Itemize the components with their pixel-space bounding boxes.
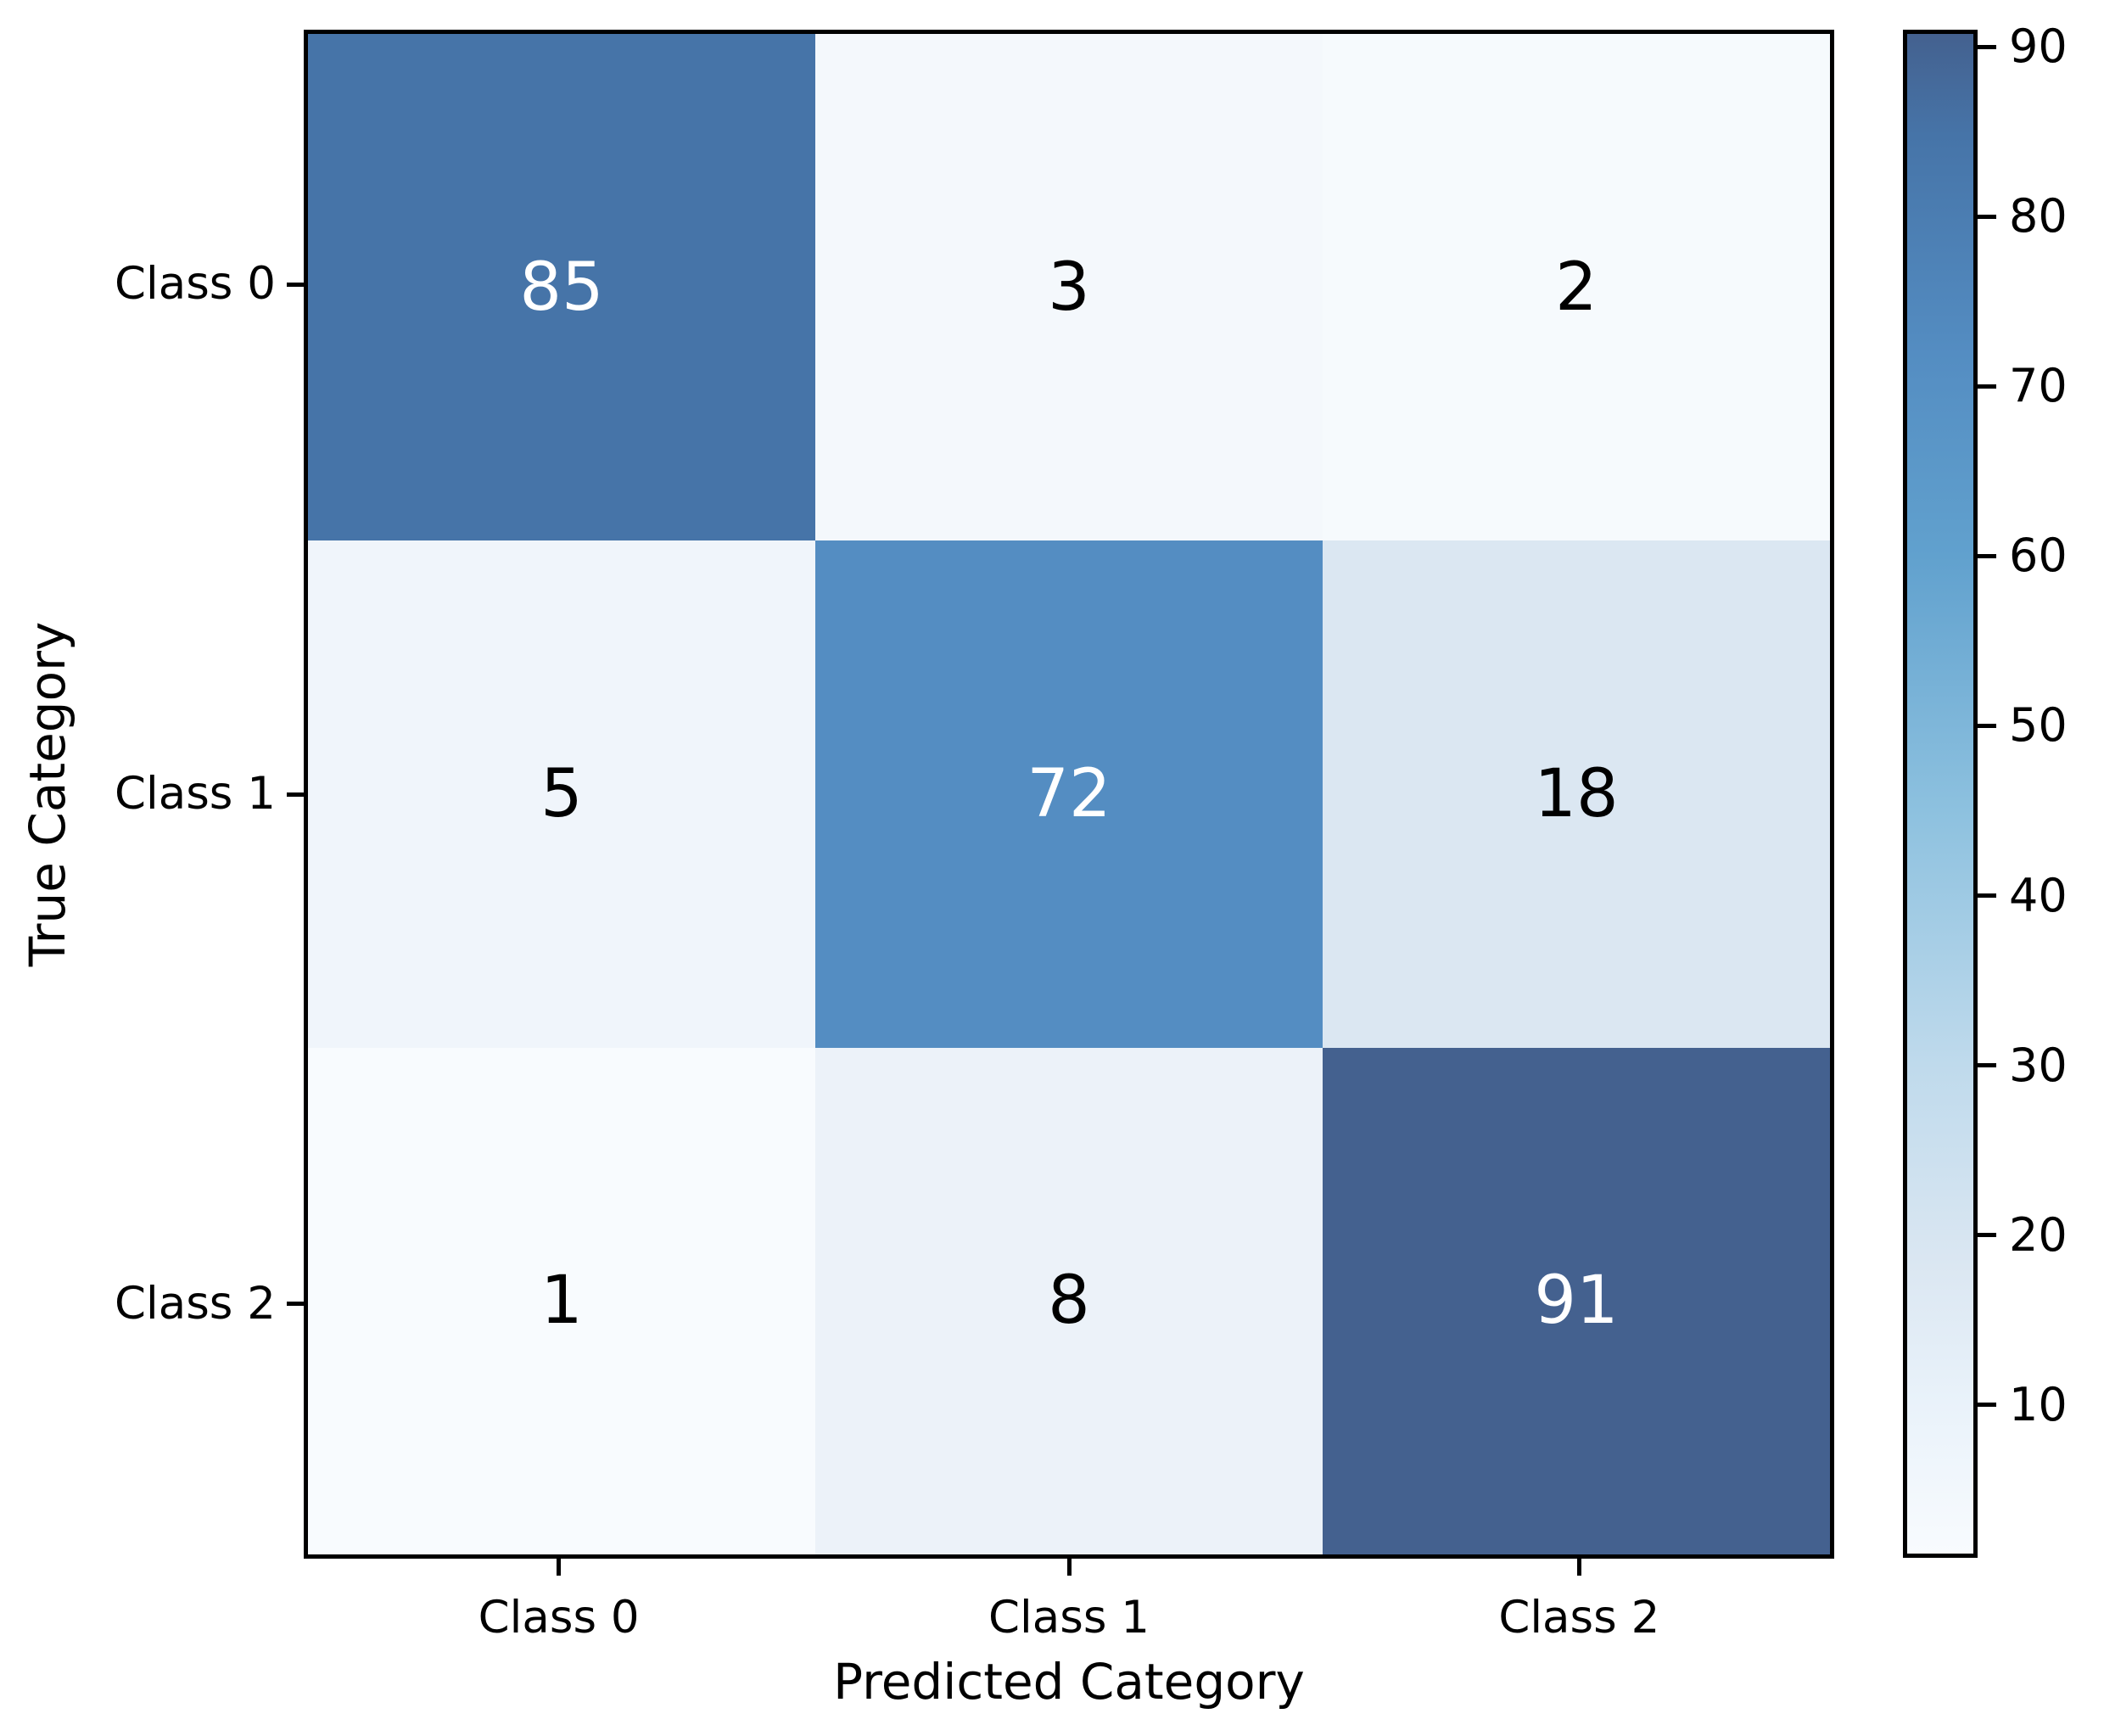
colorbar-tick-mark [1978, 1063, 1996, 1068]
heatmap-cell: 72 [815, 540, 1323, 1048]
colorbar-tick-label: 20 [2009, 1207, 2068, 1262]
y-tick-label: Class 0 [114, 258, 276, 311]
heatmap-cell: 18 [1323, 540, 1830, 1048]
y-tick-mark [287, 1302, 304, 1307]
x-axis-label: Predicted Category [833, 1653, 1305, 1711]
heatmap-cell: 5 [308, 540, 815, 1048]
colorbar-tick-label: 40 [2009, 868, 2068, 922]
colorbar-tick-mark [1978, 723, 1996, 728]
colorbar [1903, 30, 1978, 1558]
colorbar-tick-label: 70 [2009, 359, 2068, 413]
y-tick-mark [287, 282, 304, 287]
colorbar-tick-label: 30 [2009, 1038, 2068, 1092]
colorbar-tick-mark [1978, 1233, 1996, 1238]
y-tick-mark [287, 792, 304, 797]
heatmap-axes: 85 3 2 5 72 18 1 8 91 [304, 30, 1834, 1559]
heatmap-cell: 91 [1323, 1047, 1830, 1554]
colorbar-tick-mark [1978, 1403, 1996, 1408]
heatmap-cell: 8 [815, 1047, 1323, 1554]
colorbar-tick-mark [1978, 384, 1996, 389]
x-tick-label: Class 2 [1498, 1592, 1660, 1644]
colorbar-tick-label: 50 [2009, 698, 2068, 753]
x-tick-mark [1066, 1559, 1072, 1576]
heatmap-cell: 85 [308, 34, 815, 541]
x-tick-label: Class 0 [478, 1592, 640, 1644]
heatmap-cell: 3 [815, 34, 1323, 541]
colorbar-tick-label: 80 [2009, 189, 2068, 244]
heatmap-cell: 2 [1323, 34, 1830, 541]
y-tick-label: Class 1 [114, 768, 276, 820]
x-tick-mark [557, 1559, 562, 1576]
heatmap-cell: 1 [308, 1047, 815, 1554]
x-tick-label: Class 1 [988, 1592, 1150, 1644]
y-tick-label: Class 2 [114, 1277, 276, 1330]
x-tick-mark [1576, 1559, 1581, 1576]
y-axis-label: True Category [19, 621, 77, 967]
heatmap-grid: 85 3 2 5 72 18 1 8 91 [308, 34, 1830, 1554]
colorbar-tick-label: 90 [2009, 20, 2068, 73]
colorbar-tick-mark [1978, 214, 1996, 219]
colorbar-tick-mark [1978, 553, 1996, 558]
colorbar-tick-label: 10 [2009, 1377, 2068, 1431]
colorbar-tick-label: 60 [2009, 529, 2068, 583]
colorbar-tick-mark [1978, 893, 1996, 899]
colorbar-tick-mark [1978, 44, 1996, 49]
